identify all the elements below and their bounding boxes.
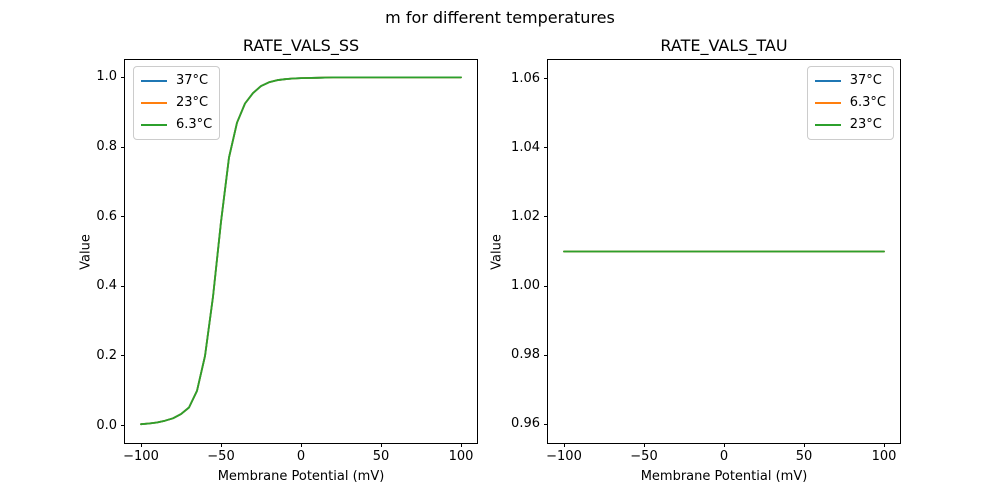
- legend-line-swatch: [814, 80, 841, 82]
- axes-rate-vals-ss: 37°C 23°C 6.3°C: [124, 59, 478, 444]
- legend-entry: 23°C: [814, 116, 886, 134]
- x-tick-label: 0: [719, 449, 729, 464]
- y-tick-mark: [544, 216, 548, 218]
- legend-label: 6.3°C: [849, 95, 886, 110]
- x-axis-label: Membrane Potential (mV): [640, 469, 808, 484]
- y-tick-mark: [121, 355, 125, 357]
- y-tick-mark: [121, 285, 125, 287]
- legend-line-swatch: [814, 124, 841, 126]
- x-tick-mark: [723, 443, 725, 447]
- y-tick-label: 0.2: [96, 347, 117, 363]
- x-tick-mark: [460, 443, 462, 447]
- y-tick-label: 0.0: [96, 417, 117, 433]
- y-tick-label: 0.98: [511, 347, 540, 362]
- x-tick-label: −50: [207, 449, 235, 464]
- legend-line-swatch: [141, 80, 167, 82]
- legend: 37°C 23°C 6.3°C: [133, 66, 221, 140]
- legend-line-swatch: [141, 102, 167, 104]
- x-tick-label: −100: [123, 449, 159, 464]
- y-tick-mark: [544, 423, 548, 425]
- legend-label: 6.3°C: [176, 117, 213, 132]
- legend-entry: 6.3°C: [814, 94, 886, 112]
- plot-area: [140, 76, 462, 426]
- y-tick-label: 1.06: [511, 70, 540, 86]
- x-tick-mark: [140, 443, 142, 447]
- plot-title: RATE_VALS_SS: [242, 36, 360, 55]
- legend-entry: 23°C: [141, 94, 212, 112]
- y-tick-mark: [121, 76, 125, 78]
- y-tick-mark: [544, 78, 548, 80]
- legend-label: 23°C: [176, 95, 209, 110]
- y-axis-label: Value: [78, 233, 94, 270]
- x-tick-mark: [563, 443, 565, 447]
- x-tick-label: 0: [296, 449, 306, 464]
- x-tick-mark: [380, 443, 382, 447]
- axes-rate-vals-tau: 37°C 6.3°C 23°C: [547, 59, 901, 444]
- legend-line-swatch: [814, 102, 841, 104]
- legend-label: 37°C: [849, 73, 882, 88]
- x-tick-mark: [220, 443, 222, 447]
- legend-entry: 37°C: [141, 72, 212, 90]
- x-tick-label: 50: [795, 449, 813, 464]
- y-tick-mark: [544, 354, 548, 356]
- x-tick-label: 50: [372, 449, 390, 464]
- y-tick-label: 0.8: [96, 139, 117, 155]
- legend-line-swatch: [141, 124, 167, 126]
- y-tick-mark: [121, 425, 125, 427]
- y-tick-label: 1.0: [96, 69, 117, 85]
- y-tick-label: 1.04: [511, 139, 540, 155]
- y-tick-mark: [121, 146, 125, 148]
- y-tick-mark: [544, 147, 548, 149]
- plot-title: RATE_VALS_TAU: [660, 36, 788, 55]
- y-tick-mark: [121, 216, 125, 218]
- x-tick-label: 100: [448, 449, 474, 464]
- legend: 37°C 6.3°C 23°C: [806, 66, 894, 140]
- legend-entry: 6.3°C: [141, 116, 212, 134]
- x-tick-mark: [300, 443, 302, 447]
- x-tick-mark: [883, 443, 885, 447]
- x-tick-label: 100: [871, 449, 897, 464]
- y-tick-label: 1.00: [511, 278, 540, 293]
- series-line-6.3°C: [140, 76, 462, 426]
- legend-label: 37°C: [176, 73, 209, 88]
- x-tick-mark: [643, 443, 645, 447]
- x-axis-label: Membrane Potential (mV): [217, 469, 385, 484]
- y-tick-label: 0.4: [96, 278, 117, 294]
- figure-suptitle: m for different temperatures: [385, 8, 615, 27]
- y-tick-label: 1.02: [511, 208, 540, 224]
- x-tick-label: −50: [630, 449, 658, 464]
- plot-area: [563, 250, 885, 253]
- y-axis-label: Value: [489, 233, 505, 270]
- x-tick-mark: [803, 443, 805, 447]
- x-tick-label: −100: [546, 449, 582, 464]
- legend-label: 23°C: [849, 117, 882, 132]
- y-tick-label: 0.6: [96, 208, 117, 224]
- y-tick-mark: [544, 285, 548, 287]
- y-tick-label: 0.96: [511, 416, 540, 432]
- legend-entry: 37°C: [814, 72, 886, 90]
